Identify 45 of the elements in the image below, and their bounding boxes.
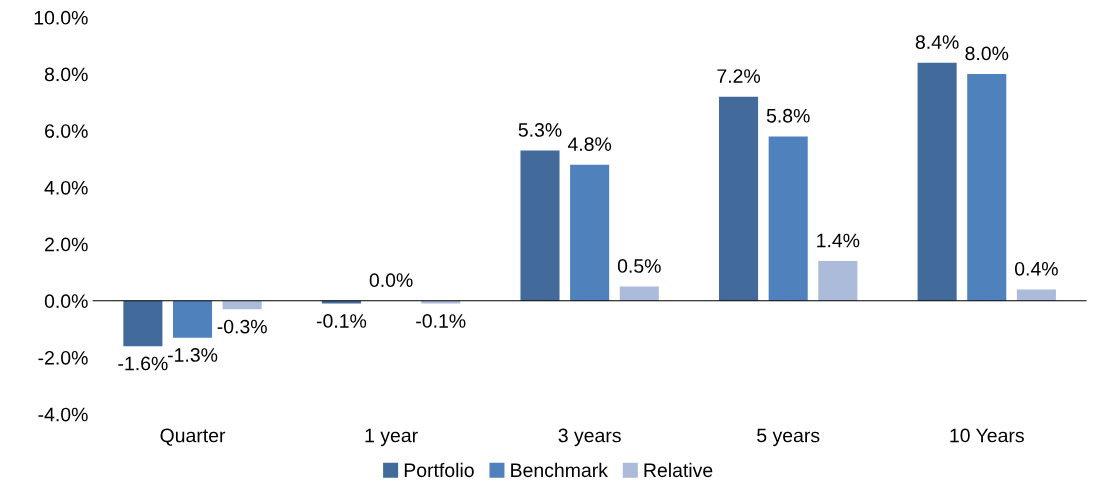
y-tick-label: 8.0% bbox=[44, 67, 88, 82]
data-label: 5.8% bbox=[766, 108, 810, 123]
data-label: 0.5% bbox=[617, 259, 661, 273]
y-tick-label: 6.0% bbox=[45, 124, 88, 138]
legend-label: Relative bbox=[644, 462, 713, 478]
data-label: -0.1% bbox=[316, 314, 367, 328]
bar bbox=[520, 150, 560, 301]
x-tick-label: 3 years bbox=[558, 428, 621, 447]
data-label: 5.3% bbox=[518, 123, 562, 137]
data-label: 8.4% bbox=[915, 35, 959, 49]
bar bbox=[917, 62, 957, 301]
legend-label: Portfolio bbox=[404, 462, 474, 478]
bar bbox=[421, 300, 461, 304]
x-tick-label: Quarter bbox=[160, 428, 226, 446]
bar bbox=[818, 261, 858, 301]
legend-label: Benchmark bbox=[511, 462, 608, 478]
data-label: 1.4% bbox=[817, 233, 860, 248]
bar bbox=[123, 300, 163, 347]
x-tick-label: 5 years bbox=[757, 428, 820, 447]
x-tick-label: 1 year bbox=[365, 428, 418, 447]
x-tick-label: 10 Years bbox=[950, 428, 1024, 443]
data-label: -1.6% bbox=[118, 356, 168, 371]
bar bbox=[570, 164, 610, 301]
bar bbox=[1016, 289, 1056, 301]
y-tick-label: 10.0% bbox=[34, 10, 88, 25]
y-tick-label: -2.0% bbox=[38, 350, 88, 365]
data-label: 0.4% bbox=[1014, 261, 1058, 276]
y-tick-label: 0.0% bbox=[44, 294, 88, 309]
data-label: 7.2% bbox=[717, 69, 761, 83]
bar bbox=[967, 74, 1007, 301]
y-tick-label: 4.0% bbox=[44, 180, 88, 195]
y-tick-label: -4.0% bbox=[38, 407, 88, 422]
bar bbox=[172, 300, 213, 338]
bar bbox=[619, 286, 659, 301]
data-label: 4.8% bbox=[567, 137, 612, 151]
bar bbox=[768, 136, 808, 301]
data-label: -0.1% bbox=[416, 314, 466, 328]
bar bbox=[719, 96, 759, 301]
bar bbox=[222, 300, 262, 310]
bar bbox=[321, 300, 361, 304]
y-tick-label: 2.0% bbox=[45, 237, 88, 252]
data-label: 8.0% bbox=[965, 46, 1009, 61]
data-label: -0.3% bbox=[217, 319, 267, 334]
data-label: -1.3% bbox=[167, 348, 218, 362]
data-label: 0.0% bbox=[369, 273, 413, 288]
